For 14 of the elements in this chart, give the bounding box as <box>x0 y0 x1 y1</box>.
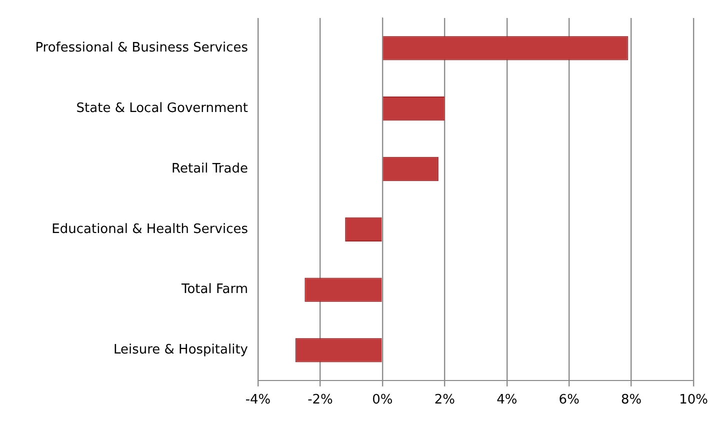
x-tick-label: 4% <box>496 392 518 408</box>
x-tick-label: 8% <box>621 392 642 408</box>
x-tick-label: -4% <box>245 392 271 408</box>
x-tick-label: -2% <box>308 392 333 408</box>
y-tick-label: Professional & Business Services <box>35 40 248 56</box>
y-tick-label: Retail Trade <box>172 161 248 176</box>
y-tick-label: Educational & Health Services <box>52 222 248 237</box>
y-tick-label: Total Farm <box>180 282 248 298</box>
x-tick-label: 10% <box>679 392 708 408</box>
y-tick-label: Leisure & Hospitality <box>113 342 248 358</box>
x-tick-label: 0% <box>372 392 393 408</box>
x-tick-label: 6% <box>558 392 580 408</box>
y-tick-label: State & Local Government <box>76 100 248 116</box>
x-tick-label: 2% <box>434 392 455 408</box>
